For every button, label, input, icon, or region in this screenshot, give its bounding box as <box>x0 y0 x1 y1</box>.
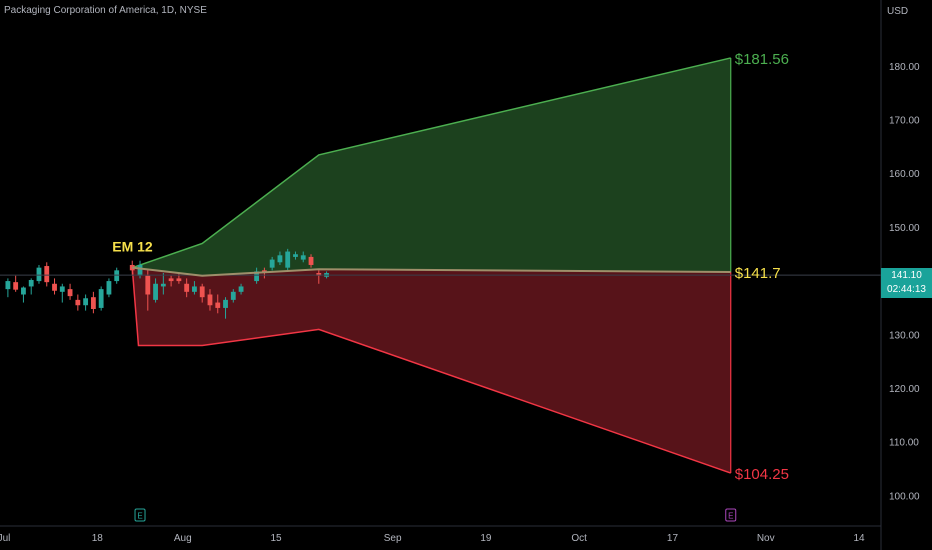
y-tick-label: 150.00 <box>889 223 920 234</box>
candle-body <box>176 278 182 282</box>
candle-body <box>238 286 244 292</box>
x-tick-label: Sep <box>384 533 402 544</box>
x-tick-label: 17 <box>667 533 679 544</box>
candle-body <box>137 264 143 276</box>
earnings-marker-icon <box>134 508 146 522</box>
candle-body <box>215 302 221 308</box>
candle-body <box>98 289 104 308</box>
candle-body <box>75 299 81 306</box>
candle-body <box>153 283 158 300</box>
candle-body <box>285 251 291 268</box>
symbol-title: Packaging Corporation of America, 1D, NY… <box>4 5 207 16</box>
currency-label: USD <box>887 6 909 17</box>
y-tick-label: 130.00 <box>889 330 920 341</box>
candle-body <box>230 291 236 300</box>
candle-body <box>277 255 283 263</box>
x-tick-label: 18 <box>92 533 104 544</box>
candle-body <box>59 286 65 292</box>
earnings-marker-label: E <box>137 512 142 521</box>
candle-body <box>207 294 213 306</box>
candle-body <box>300 255 306 260</box>
candle-body <box>223 299 228 308</box>
candle-body <box>293 254 298 257</box>
candle-body <box>52 283 57 291</box>
y-tick-label: 100.00 <box>889 491 920 502</box>
candle-body <box>90 297 96 309</box>
candle-body <box>168 278 174 282</box>
lower-move-line <box>131 267 731 474</box>
candle-body <box>67 289 73 297</box>
x-tick-label: 14 <box>853 533 865 544</box>
candle-body <box>316 273 322 276</box>
expected-move-areas <box>131 57 732 474</box>
candle-body <box>254 271 260 282</box>
y-tick-label: 170.00 <box>889 116 920 127</box>
x-tick-label: 15 <box>270 533 282 544</box>
candle-body <box>184 283 190 292</box>
candle-body <box>106 281 112 295</box>
y-tick-label: 120.00 <box>889 384 920 395</box>
last-price-tag: 141.10 02:44:13 <box>881 268 932 298</box>
y-tick-label: 180.00 <box>889 62 920 73</box>
x-tick-label: Aug <box>174 533 192 544</box>
x-tick-label: Nov <box>757 533 775 544</box>
candle-body <box>114 270 120 282</box>
overlays: $181.56 $141.7 $104.25 EM 12 <box>0 51 881 483</box>
x-tick-label: Oct <box>571 533 587 544</box>
x-tick-label: Jul <box>0 533 10 544</box>
candle-body <box>308 256 314 265</box>
upper-level-label: $181.56 <box>735 51 789 68</box>
candle-body <box>145 275 151 295</box>
candle-body <box>28 280 34 287</box>
last-price: 141.10 <box>891 270 922 281</box>
candle-body <box>192 286 197 292</box>
mid-level-label: $141.7 <box>735 265 781 282</box>
candle-body <box>160 283 166 287</box>
earnings-marker-label: E <box>728 512 733 521</box>
em-label: EM 12 <box>112 239 153 255</box>
candle-body <box>21 287 26 295</box>
y-tick-label: 110.00 <box>889 438 919 449</box>
earnings-marker-icon <box>725 508 737 522</box>
candle-body <box>269 259 275 268</box>
candle-body <box>13 282 19 290</box>
candle-body <box>44 266 50 283</box>
lower-level-label: $104.25 <box>735 466 789 483</box>
lower-move-area <box>132 267 731 474</box>
upper-move-area <box>132 57 731 276</box>
bar-countdown: 02:44:13 <box>887 284 926 295</box>
upper-move-line <box>132 57 731 269</box>
candles <box>5 248 329 319</box>
candle-body <box>5 281 11 290</box>
y-tick-label: 160.00 <box>889 169 920 180</box>
candle-body <box>36 267 42 282</box>
mid-move-line <box>132 266 731 277</box>
candle-body <box>199 286 205 298</box>
candle-body <box>83 298 89 306</box>
x-tick-label: 19 <box>480 533 492 544</box>
